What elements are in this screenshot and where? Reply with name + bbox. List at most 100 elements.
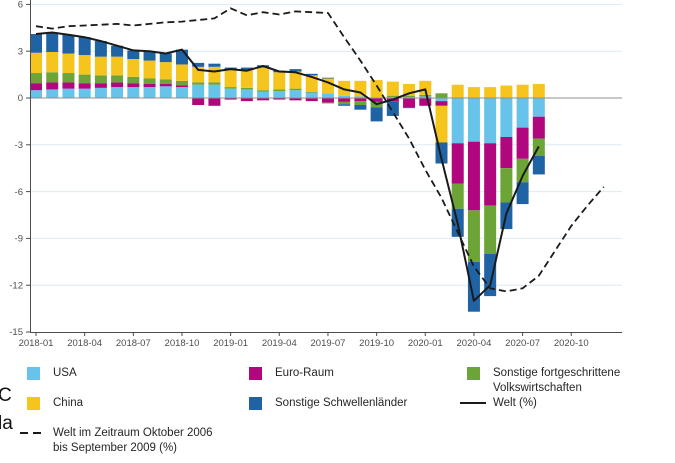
bar-segment [305, 75, 318, 92]
legend-label: Sonstige Schwellenländer [275, 397, 408, 409]
bar-segment [208, 84, 221, 98]
clipped-background-text: C [0, 385, 12, 406]
bar-segment [208, 82, 221, 85]
bar-segment [30, 34, 42, 53]
bar-segment [467, 261, 480, 312]
bar-segment [175, 49, 188, 65]
bar-segment [127, 59, 140, 77]
bar-segment [127, 87, 140, 98]
bar-segment [354, 96, 367, 98]
bar-segment [516, 84, 529, 98]
bar-segment [484, 87, 497, 98]
bar-segment [467, 210, 480, 262]
bar-segment [159, 86, 172, 98]
bar-segment [240, 89, 253, 98]
y-tick-label: -12 [9, 280, 23, 291]
legend-line-swatch [460, 396, 486, 410]
bar-segment [370, 107, 383, 122]
bar-segment [419, 94, 432, 97]
bar-segment [94, 75, 107, 84]
bar-segment [62, 82, 75, 89]
bar-segment [159, 83, 172, 87]
bar-segment [386, 95, 399, 98]
bar-segment [484, 98, 497, 144]
bar-segment [467, 141, 480, 211]
legend-color-swatch [460, 366, 486, 380]
legend-color-swatch [20, 396, 46, 410]
x-tick-label: 2019-01 [213, 338, 248, 349]
bar-segment [257, 90, 270, 92]
bar-segment [386, 101, 399, 116]
bar-segment [111, 75, 124, 83]
bar-segment [532, 83, 545, 98]
x-tick-label: 2018-07 [116, 338, 151, 349]
bar-segment [484, 143, 497, 206]
bar-segment [62, 34, 75, 54]
y-tick-label: 3 [18, 46, 23, 57]
bar-segment [516, 182, 529, 205]
bar-segment [46, 51, 59, 73]
bar-segment [305, 92, 318, 98]
bar-segment [127, 50, 140, 59]
bar-segment [532, 116, 545, 139]
bar-segment [111, 82, 124, 88]
bar-segment [30, 52, 42, 74]
bar-segment [273, 89, 286, 91]
bar-segment [94, 41, 107, 57]
bar-segment [289, 90, 302, 98]
y-tick-label: -6 [15, 187, 23, 198]
bar-segment [224, 87, 237, 89]
bar-segment [273, 90, 286, 98]
bar-segment [289, 88, 302, 91]
x-tick-label: 2018-01 [19, 338, 54, 349]
legend-item: Welt im Zeitraum Oktober 2006 bis Septem… [20, 426, 213, 456]
legend-label: Welt (%) [493, 397, 537, 410]
bar-segment [321, 98, 334, 103]
bar-segment [127, 83, 140, 88]
bar-segment [30, 73, 42, 84]
bar-segment [516, 127, 529, 159]
bar-segment [208, 66, 221, 83]
bar-segment [435, 101, 448, 106]
bar-segment [403, 98, 416, 108]
bar-segment [46, 82, 59, 90]
legend-color-swatch [20, 366, 46, 380]
bar-segment [338, 101, 351, 105]
legend-column: USA China Welt im Zeitraum Oktober 2006 bi… [20, 366, 213, 456]
bar-segment [321, 77, 334, 79]
bar-segment [451, 143, 464, 184]
bar-segment [257, 98, 270, 101]
bar-segment [500, 98, 513, 137]
y-tick-label: 6 [18, 0, 23, 11]
legend-item: Sonstige Schwellenländer [242, 396, 407, 426]
bar-segment [338, 95, 351, 98]
x-tick-label: 2020-07 [505, 338, 540, 349]
bar-segment [175, 87, 188, 98]
bar-segment [143, 87, 156, 98]
bar-segment [78, 37, 91, 56]
bar-segment [143, 60, 156, 79]
bar-segment [289, 98, 302, 101]
bar-segment [257, 67, 270, 91]
legend-item: China [20, 396, 213, 426]
bar-segment [175, 85, 188, 88]
x-tick-label: 2019-04 [262, 338, 297, 349]
x-tick-label: 2018-04 [67, 338, 102, 349]
bar-segment [289, 71, 302, 89]
bar-segment [257, 91, 270, 98]
bar-segment [175, 64, 188, 81]
bar-segment [467, 87, 480, 98]
legend-label: Sonstige fortgeschrittene Volkswirtschaf… [493, 367, 621, 395]
bar-segment [78, 74, 91, 84]
y-tick-label: -3 [15, 140, 23, 151]
bar-segment [159, 79, 172, 84]
bar-segment [419, 80, 432, 95]
bar-segment [224, 69, 237, 88]
bar-segment [354, 98, 367, 102]
x-tick-label: 2020-04 [457, 338, 492, 349]
bar-segment [419, 96, 432, 98]
bar-segment [516, 158, 529, 183]
legend-item: USA [20, 366, 213, 396]
legend-color-swatch [242, 366, 268, 380]
